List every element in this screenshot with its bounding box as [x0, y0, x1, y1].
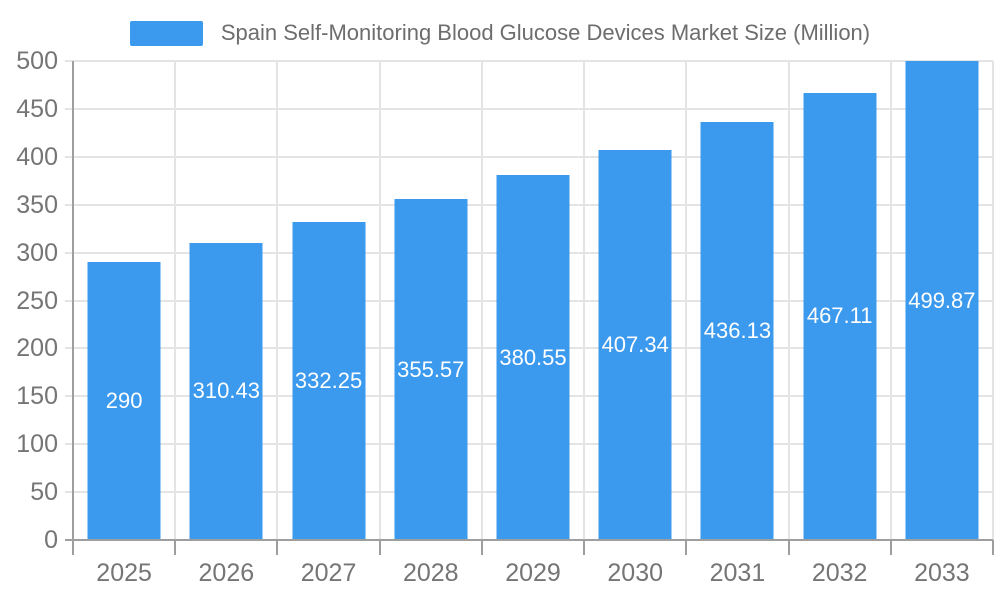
gridline-horizontal: [65, 155, 993, 158]
y-tick-label: 400: [16, 142, 58, 171]
x-axis-tick: [378, 540, 381, 555]
y-tick-label: 450: [16, 94, 58, 123]
gridline-vertical: [174, 61, 177, 540]
x-axis-tick: [992, 540, 994, 555]
bar-value-label: 332.25: [294, 367, 363, 393]
y-tick-label: 150: [16, 382, 58, 411]
bar-value-label: 499.87: [908, 287, 976, 313]
bar[interactable]: 407.34: [598, 149, 672, 540]
gridline-vertical: [480, 61, 483, 540]
x-axis-tick: [889, 540, 892, 555]
gridline-horizontal: [65, 60, 993, 62]
y-tick-label: 350: [16, 190, 58, 219]
x-tick-label: 2033: [914, 559, 970, 587]
gridline-vertical: [378, 61, 381, 540]
bar[interactable]: 332.25: [292, 221, 366, 540]
y-tick-label: 200: [16, 334, 58, 363]
bar[interactable]: 467.11: [803, 92, 877, 540]
x-tick-label: 2025: [96, 559, 152, 587]
x-axis-tick: [480, 540, 483, 555]
bar-value-label: 467.11: [806, 303, 873, 329]
gridline-vertical: [685, 61, 688, 540]
gridline-vertical: [276, 61, 279, 540]
bar-value-label: 355.57: [397, 356, 465, 382]
bar-value-label: 290: [105, 388, 143, 414]
bar[interactable]: 436.13: [700, 122, 774, 540]
x-tick-label: 2032: [811, 559, 868, 587]
x-axis-tick: [72, 540, 74, 555]
bar[interactable]: 380.55: [496, 175, 570, 540]
gridline-vertical: [889, 61, 892, 540]
plot-area: 290 310.43 332.25 355.57 380.55 407.34 436.13 4…: [16, 47, 994, 587]
legend[interactable]: Spain Self-Monitoring Blood Glucose Devi…: [0, 14, 1000, 52]
bar-value-label: 436.13: [703, 318, 772, 344]
x-axis-tick: [787, 540, 790, 555]
y-tick-label: 500: [16, 47, 58, 75]
y-tick-label: 250: [16, 286, 58, 315]
y-tick-label: 0: [44, 526, 58, 554]
y-axis-line: [72, 61, 74, 540]
x-axis-tick: [174, 540, 177, 555]
bar-value-label: 310.43: [192, 378, 260, 404]
y-tick-label: 100: [16, 430, 58, 459]
x-tick-label: 2028: [402, 559, 459, 587]
gridline-vertical: [583, 61, 586, 540]
bar[interactable]: 290: [87, 262, 161, 540]
x-axis-tick: [583, 540, 586, 555]
x-tick-label: 2030: [607, 559, 664, 587]
x-tick-label: 2029: [505, 559, 561, 587]
x-tick-label: 2026: [198, 559, 255, 587]
x-axis-line: [65, 539, 993, 541]
bar[interactable]: 499.87: [905, 61, 979, 540]
gridline-vertical: [992, 61, 994, 540]
gridline-vertical: [787, 61, 790, 540]
bar-value-label: 380.55: [499, 344, 567, 370]
x-tick-label: 2031: [709, 559, 766, 587]
bar-value-label: 407.34: [601, 331, 669, 357]
chart-title: Spain Self-Monitoring Blood Glucose Devi…: [220, 20, 871, 45]
y-tick-label: 300: [16, 238, 58, 267]
legend-swatch[interactable]: [129, 20, 203, 46]
bar[interactable]: 355.57: [394, 199, 468, 540]
x-tick-label: 2027: [300, 559, 357, 587]
x-axis-tick: [276, 540, 279, 555]
x-axis-tick: [685, 540, 688, 555]
y-tick-label: 50: [30, 478, 58, 507]
bar[interactable]: 310.43: [189, 242, 263, 540]
gridline-horizontal: [65, 107, 993, 110]
